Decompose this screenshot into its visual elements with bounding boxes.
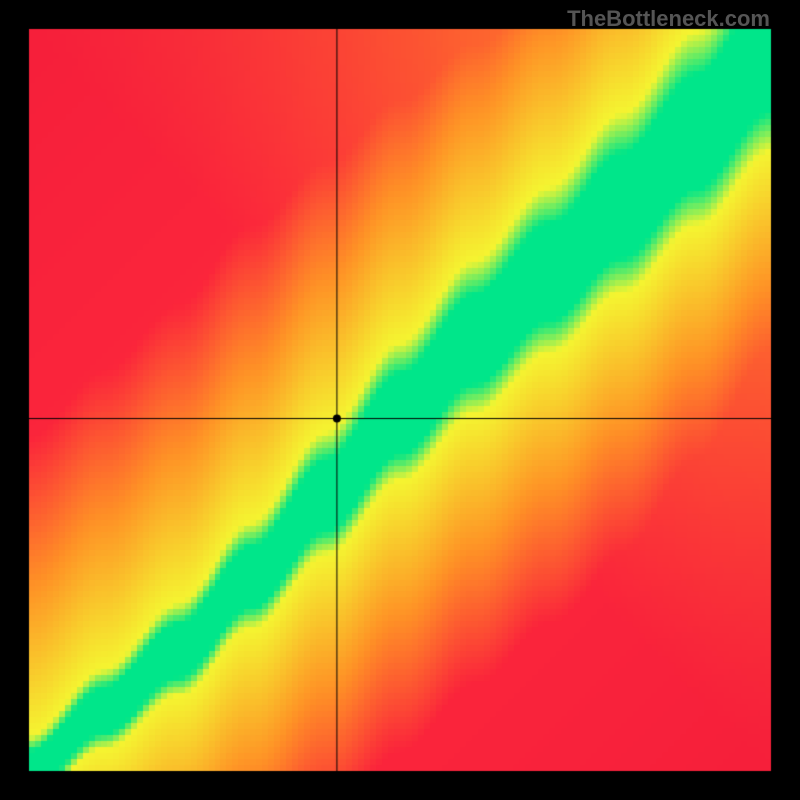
chart-container: TheBottleneck.com [0, 0, 800, 800]
bottleneck-heatmap [0, 0, 800, 800]
watermark-text: TheBottleneck.com [567, 6, 770, 32]
